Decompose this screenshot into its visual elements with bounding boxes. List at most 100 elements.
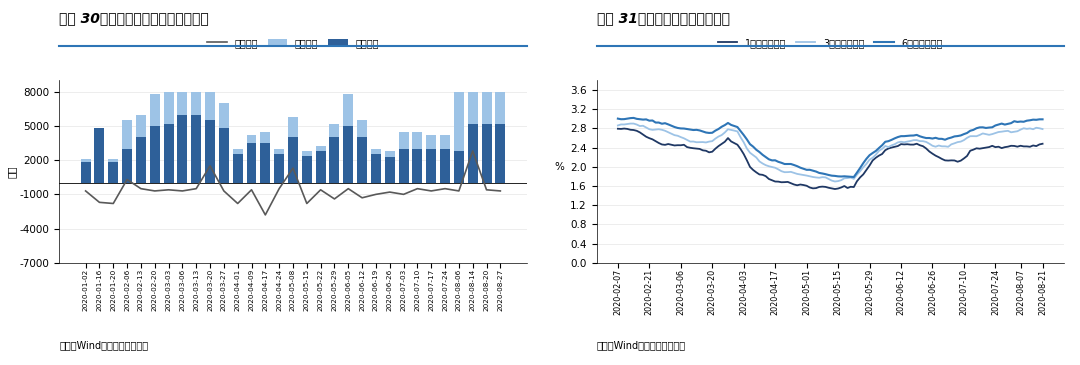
Bar [482,92,491,183]
Bar [274,154,284,183]
Bar [440,135,450,183]
净融资额 [453,189,465,193]
Bar [191,115,201,183]
净融资额 [383,190,396,194]
Bar [246,143,256,183]
净融资额 [314,188,327,192]
1个月发行利率 [611,127,624,131]
Bar [219,128,229,183]
Bar [274,149,284,183]
Bar [329,137,339,183]
净融资额 [272,187,285,191]
Bar [343,94,353,183]
Legend: 净融资额, 总发行量, 总偿还量: 净融资额, 总发行量, 总偿还量 [203,34,382,52]
3个月发行利率 [611,123,624,128]
净融资额 [162,188,175,192]
Bar [301,151,312,183]
净融资额 [134,187,147,191]
3个月发行利率 [1017,126,1030,130]
Text: 图表 30：本周同业存单净融资额为正: 图表 30：本周同业存单净融资额为正 [59,11,210,25]
净融资额 [300,201,313,206]
Bar [384,151,394,183]
Bar [150,94,160,183]
Bar [370,149,381,183]
3个月发行利率 [828,179,841,184]
Bar [399,132,408,183]
净融资额 [438,187,451,191]
净融资额 [259,213,272,217]
Bar [413,149,422,183]
Bar [482,124,491,183]
净融资额 [217,189,230,193]
Bar [122,149,132,183]
净融资额 [410,187,423,191]
Bar [232,149,243,183]
Bar [136,115,146,183]
6个月发行利率 [627,116,640,120]
净融资额 [424,189,437,193]
Line: 1个月发行利率: 1个月发行利率 [618,128,1042,189]
Bar [329,124,339,183]
Bar [343,126,353,183]
Bar [301,155,312,183]
Bar [357,137,367,183]
Y-axis label: %: % [554,162,564,172]
Bar [468,124,477,183]
Text: 来源：Wind，国金证券研究所: 来源：Wind，国金证券研究所 [59,341,149,350]
Bar [427,135,436,183]
3个月发行利率 [960,136,973,140]
Bar [150,126,160,183]
净融资额 [107,201,120,206]
净融资额 [245,188,258,192]
Bar [260,132,270,183]
1个月发行利率 [963,149,976,153]
Bar [413,132,422,183]
净融资额 [355,196,368,200]
3个月发行利率 [967,134,980,138]
6个月发行利率 [778,162,791,166]
1个月发行利率 [1036,142,1049,146]
Bar [205,92,215,183]
Line: 6个月发行利率: 6个月发行利率 [618,118,1042,177]
Bar [468,92,477,183]
Bar [399,149,408,183]
3个月发行利率 [624,122,637,126]
1个月发行利率 [618,126,631,131]
净融资额 [286,166,299,170]
Bar [219,103,229,183]
净融资额 [494,189,507,193]
3个月发行利率 [1036,127,1049,131]
Bar [288,117,298,183]
6个月发行利率 [611,116,624,121]
Bar [108,159,118,183]
Bar [108,162,118,183]
1个月发行利率 [960,154,973,158]
Bar [81,159,91,183]
3个月发行利率 [665,131,678,136]
Line: 净融资额: 净融资额 [85,151,500,215]
净融资额 [467,149,480,153]
Bar [288,137,298,183]
1个月发行利率 [778,180,791,184]
Bar [177,92,187,183]
Line: 3个月发行利率: 3个月发行利率 [618,124,1042,181]
1个月发行利率 [1017,144,1030,149]
Legend: 1个月发行利率, 3个月发行利率, 6个月发行利率: 1个月发行利率, 3个月发行利率, 6个月发行利率 [714,34,947,52]
净融资额 [341,187,354,191]
Bar [427,149,436,183]
Bar [94,128,105,183]
Bar [163,92,174,183]
净融资额 [121,177,134,182]
3个月发行利率 [963,134,976,138]
1个月发行利率 [665,143,678,147]
1个月发行利率 [828,187,841,191]
净融资额 [369,192,382,196]
Bar [232,154,243,183]
Y-axis label: 亿元: 亿元 [8,165,17,178]
6个月发行利率 [848,175,861,179]
Text: 图表 31：同业存单发行利率上行: 图表 31：同业存单发行利率上行 [596,11,730,25]
净融资额 [79,189,92,193]
Bar [370,154,381,183]
Bar [384,157,394,183]
Bar [191,92,201,183]
